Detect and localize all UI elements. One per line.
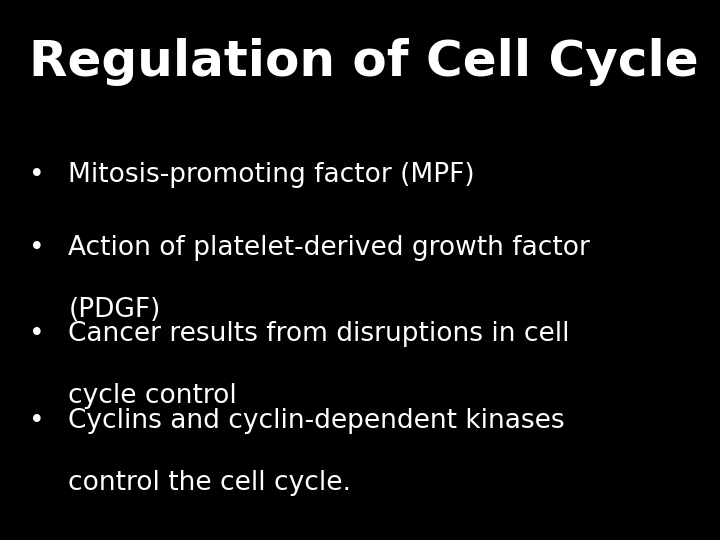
Text: Cyclins and cyclin-dependent kinases: Cyclins and cyclin-dependent kinases — [68, 408, 565, 434]
Text: control the cell cycle.: control the cell cycle. — [68, 470, 351, 496]
Text: Action of platelet-derived growth factor: Action of platelet-derived growth factor — [68, 235, 590, 261]
Text: Mitosis-promoting factor (MPF): Mitosis-promoting factor (MPF) — [68, 162, 475, 188]
Text: (PDGF): (PDGF) — [68, 297, 161, 323]
Text: cycle control: cycle control — [68, 383, 237, 409]
Text: Regulation of Cell Cycle: Regulation of Cell Cycle — [29, 38, 698, 86]
Text: Cancer results from disruptions in cell: Cancer results from disruptions in cell — [68, 321, 570, 347]
Text: •: • — [29, 408, 45, 434]
Text: •: • — [29, 235, 45, 261]
Text: •: • — [29, 321, 45, 347]
Text: •: • — [29, 162, 45, 188]
